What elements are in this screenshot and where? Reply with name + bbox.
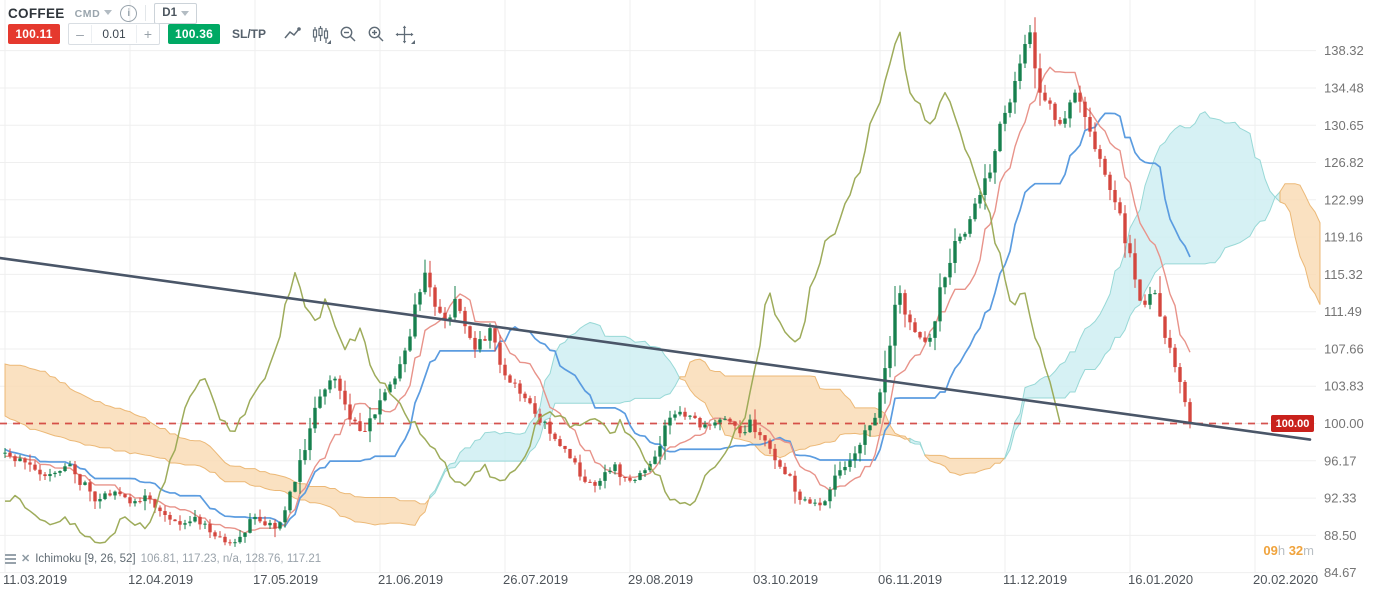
date-axis-label: 11.12.2019 [1003,572,1067,587]
price-axis-label: 138.32 [1324,43,1364,58]
date-axis-label: 12.04.2019 [128,572,193,587]
price-axis-label: 92.33 [1324,491,1357,506]
chevron-down-icon [104,10,113,16]
date-axis-label: 26.07.2019 [503,572,568,587]
instrument-name: COFFEE [8,5,65,21]
price-axis-label: 100.00 [1324,416,1364,431]
price-axis-label: 111.49 [1324,304,1362,319]
price-axis-label: 122.99 [1324,192,1364,207]
indicator-status-bar: ✕ Ichimoku [9, 26, 52] 106.81, 117.23, n… [5,552,321,566]
price-axis-label: 119.16 [1324,230,1363,245]
stepper-value[interactable]: 0.01 [91,25,137,43]
date-axis-label: 11.03.2019 [3,572,67,587]
market-selector[interactable]: CMD [73,4,113,22]
stepper-plus-button[interactable]: + [143,26,153,42]
date-axis-label: 29.08.2019 [628,572,693,587]
sell-button[interactable]: 100.11 [8,24,60,44]
indicator-menu-icon[interactable] [5,554,16,564]
date-axis-label: 17.05.2019 [253,572,318,587]
info-icon[interactable]: i [120,4,138,22]
price-axis-label: 103.83 [1324,379,1364,394]
candle-countdown: 09h 32m [1263,543,1314,558]
price-axis-label: 134.48 [1324,81,1364,96]
timeframe-label: D1 [162,7,177,19]
sl-tp-button[interactable]: SL/TP [232,27,267,41]
price-axis-label: 96.17 [1324,453,1357,468]
chevron-down-icon [180,10,189,16]
pan-crosshair-icon[interactable] [392,23,416,45]
buy-button[interactable]: 100.36 [168,24,220,44]
market-label: CMD [74,8,101,20]
date-axis-label: 16.01.2020 [1128,572,1193,587]
current-price-tag: 100.00 [1271,415,1314,432]
price-axis-label: 88.50 [1324,528,1357,543]
indicator-values: 106.81, 117.23, n/a, 128.76, 117.21 [140,553,322,565]
candlestick-chart-icon[interactable] [308,23,332,45]
indicator-name: Ichimoku [9, 26, 52] [35,553,136,565]
dropdown-corner-icon [327,40,332,44]
date-axis-label: 21.06.2019 [378,572,443,587]
price-axis-label: 107.66 [1324,341,1364,356]
indicator-close-icon[interactable]: ✕ [21,552,31,565]
instrument-header: COFFEE CMD i D1 [8,2,197,24]
timeframe-dropdown[interactable]: D1 [154,2,197,24]
price-axis-label: 130.65 [1324,118,1364,133]
price-axis-label: 115.32 [1324,267,1363,282]
zoom-out-icon[interactable] [336,23,360,45]
volume-stepper: – 0.01 + [68,23,160,45]
date-axis-label: 20.02.2020 [1253,572,1318,587]
divider [145,5,147,21]
stepper-minus-button[interactable]: – [76,26,84,42]
date-axis-label: 06.11.2019 [878,572,942,587]
order-toolbar: 100.11 – 0.01 + 100.36 SL/TP [8,23,416,45]
date-axis-label: 03.10.2019 [753,572,818,587]
line-chart-icon[interactable] [280,23,304,45]
dropdown-corner-icon [411,40,416,44]
zoom-in-icon[interactable] [364,23,388,45]
price-axis-label: 126.82 [1324,155,1364,170]
price-axis-label: 84.67 [1324,565,1357,580]
